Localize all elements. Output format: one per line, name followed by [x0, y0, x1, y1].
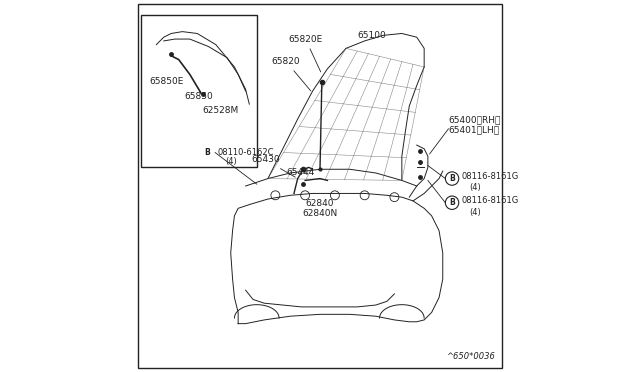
Text: (4): (4) — [225, 157, 237, 166]
Text: B: B — [204, 148, 210, 157]
Text: 08116-8161G: 08116-8161G — [461, 172, 518, 181]
Text: (4): (4) — [468, 208, 481, 217]
Text: 08116-8161G: 08116-8161G — [461, 196, 518, 205]
Text: 65820: 65820 — [271, 57, 311, 91]
Text: (4): (4) — [468, 183, 481, 192]
Text: 65400〈RH〉: 65400〈RH〉 — [449, 116, 500, 125]
Text: 08110-6162C: 08110-6162C — [218, 148, 274, 157]
Text: 65850: 65850 — [184, 92, 213, 100]
Text: 65820E: 65820E — [289, 35, 323, 72]
Text: 62840: 62840 — [306, 199, 334, 208]
Bar — [141, 15, 257, 167]
Text: 65850E: 65850E — [149, 77, 183, 86]
Text: 62840N: 62840N — [302, 209, 338, 218]
Text: 65430: 65430 — [251, 155, 295, 177]
Text: 65444: 65444 — [287, 169, 315, 177]
Text: 62528M: 62528M — [203, 106, 239, 115]
Text: B: B — [449, 198, 455, 207]
Text: B: B — [449, 174, 455, 183]
Text: 65401〈LH〉: 65401〈LH〉 — [449, 125, 499, 134]
Text: 65100: 65100 — [357, 31, 386, 40]
Text: ^650*0036: ^650*0036 — [446, 352, 495, 361]
